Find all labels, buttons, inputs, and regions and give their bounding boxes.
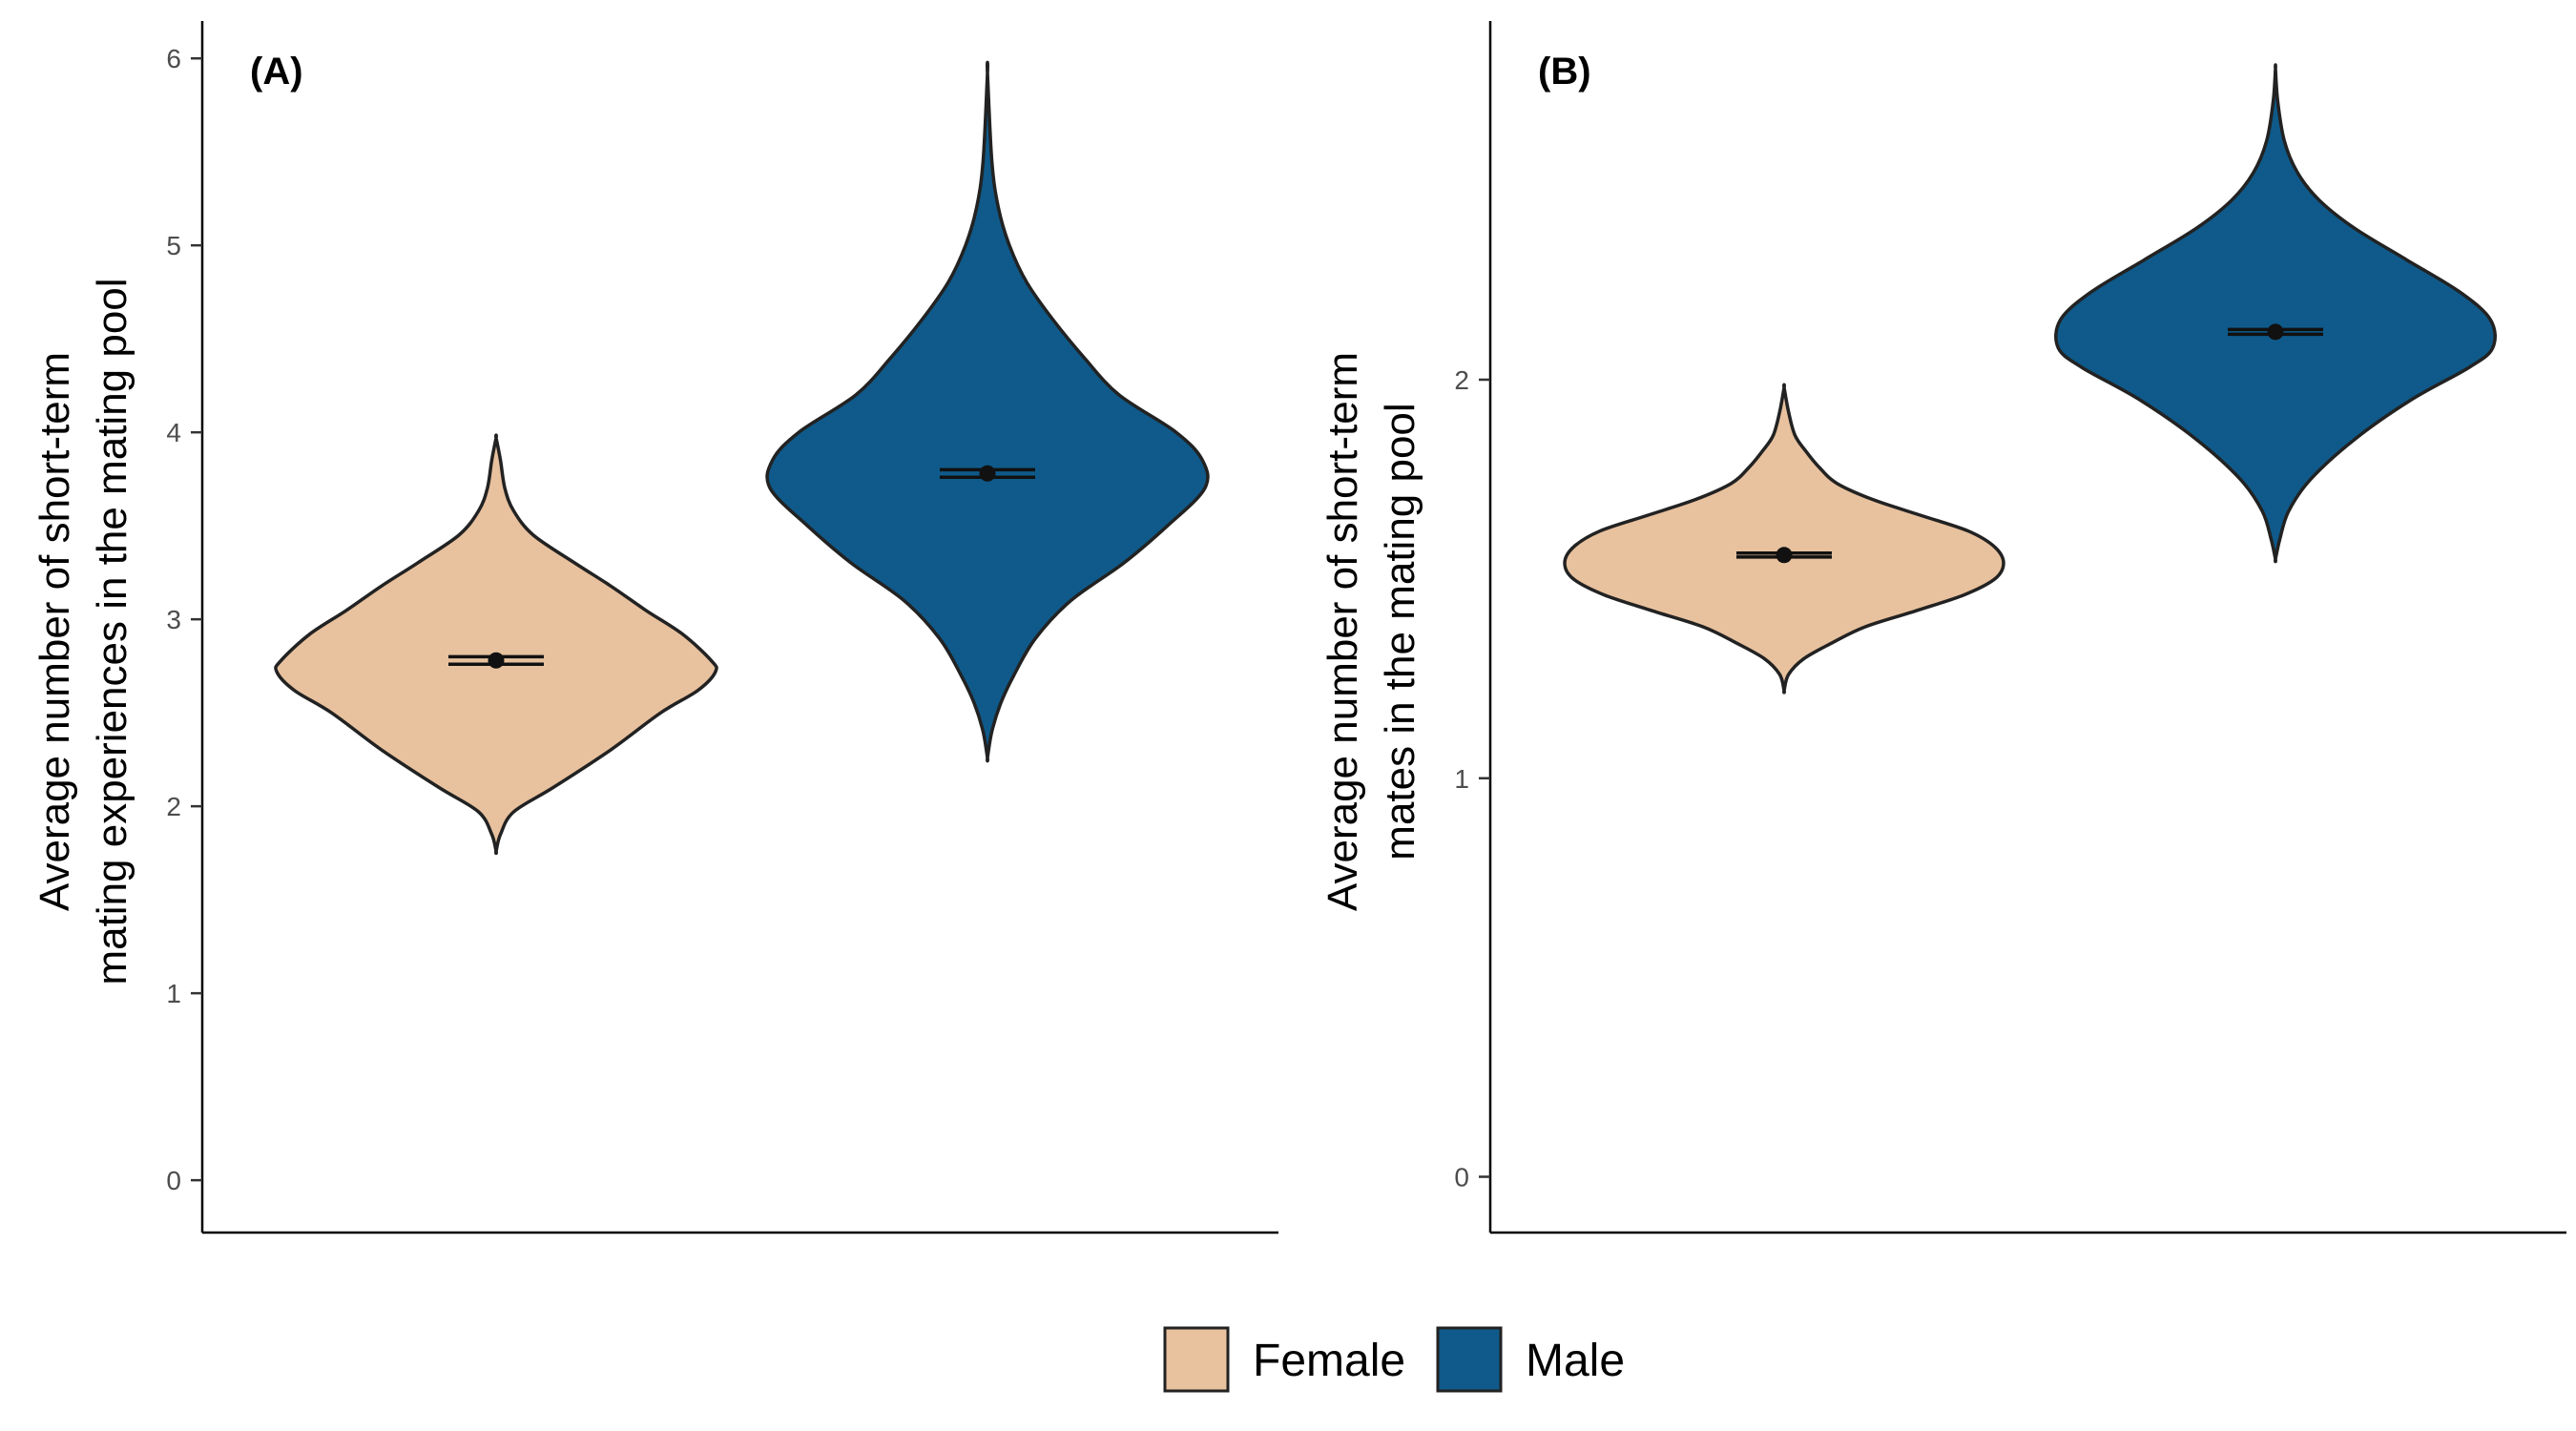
y-tick-label: 3 <box>166 605 181 634</box>
y-tick-label: 2 <box>1454 365 1469 395</box>
violin-male <box>765 60 1210 763</box>
y-tick-label: 0 <box>166 1166 181 1195</box>
legend-swatch <box>1436 1326 1503 1393</box>
legend-label: Female <box>1253 1336 1405 1386</box>
violin-female <box>274 433 718 856</box>
legend-item-male: Male <box>1436 1326 1625 1393</box>
violin-female <box>1563 383 2005 695</box>
y-axis-title-line-1: Average number of short-term <box>1319 352 1366 911</box>
legend-label: Male <box>1526 1336 1625 1386</box>
mean-point-male <box>979 465 996 482</box>
legend: Female Male <box>1163 1326 1625 1393</box>
y-tick-label: 5 <box>166 231 181 260</box>
y-axis-title-line-1: Average number of short-term <box>31 352 78 911</box>
y-tick-label: 1 <box>1454 764 1469 794</box>
y-axis-title-line-2: mates in the mating pool <box>1377 403 1423 860</box>
y-tick-label: 1 <box>166 979 181 1008</box>
y-tick-label: 2 <box>166 792 181 821</box>
panel-label: (A) <box>250 51 303 93</box>
legend-item-female: Female <box>1163 1326 1405 1393</box>
violin-male <box>2054 63 2497 564</box>
chart-panel-b: 0 1 2 Average number of short-term mates in … <box>1319 21 2566 1234</box>
panel-label: (B) <box>1538 51 1591 93</box>
legend-swatch <box>1163 1326 1230 1393</box>
mean-point-female <box>488 652 505 669</box>
chart-panel-a: 0 1 2 3 4 5 6 Average number of short-term matin… <box>31 21 1278 1234</box>
mean-point-male <box>2267 323 2284 341</box>
y-axis-title-line-2: mating experiences in the mating pool <box>89 278 135 985</box>
y-tick-label: 4 <box>166 418 181 447</box>
mean-point-female <box>1776 547 1793 564</box>
y-tick-label: 6 <box>166 44 181 73</box>
y-tick-label: 0 <box>1454 1163 1469 1192</box>
